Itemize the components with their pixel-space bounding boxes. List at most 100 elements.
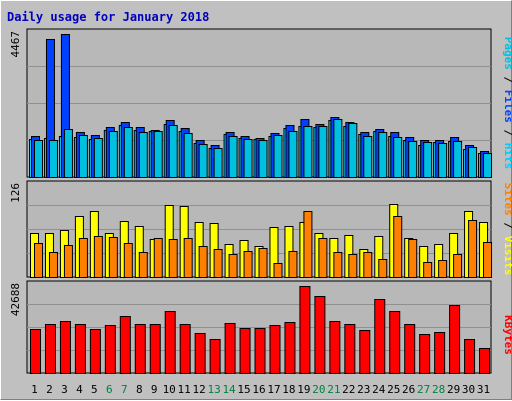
sites-bar xyxy=(198,246,208,278)
kbytes-bar xyxy=(119,316,131,374)
kbytes-bar xyxy=(359,330,371,374)
kbytes-bar xyxy=(179,324,191,374)
pages-bar xyxy=(453,141,463,178)
pages-bar xyxy=(123,127,133,178)
kbytes-bar xyxy=(374,299,386,374)
day-label: 4 xyxy=(76,383,83,396)
day-label: 29 xyxy=(447,383,460,396)
kbytes-bar xyxy=(89,329,101,374)
pages-bar xyxy=(438,143,448,178)
pages-bar xyxy=(78,135,88,178)
day-label: 13 xyxy=(207,383,220,396)
kbytes-bar xyxy=(74,324,86,374)
pages-bar xyxy=(34,140,43,178)
panel-2-max-label: 126 xyxy=(9,183,22,203)
kbytes-bar xyxy=(479,348,491,374)
kbytes-bar xyxy=(209,339,221,374)
pages-bar xyxy=(258,140,268,178)
kbytes-bar xyxy=(224,323,236,374)
sites-bar xyxy=(288,251,298,278)
day-label: 6 xyxy=(106,383,113,396)
sites-bar xyxy=(228,254,238,278)
legend-kbytes: KBytes xyxy=(502,315,512,355)
sites-bar xyxy=(348,254,358,278)
kbytes-bar xyxy=(164,311,176,374)
kbytes-bar xyxy=(284,322,296,374)
kbytes-bar xyxy=(464,339,476,374)
sites-bar xyxy=(438,260,448,278)
sites-bar xyxy=(408,239,418,278)
day-label: 26 xyxy=(402,383,415,396)
day-label: 22 xyxy=(342,383,355,396)
kbytes-bar xyxy=(314,296,326,374)
day-label: 17 xyxy=(267,383,280,396)
pages-bar xyxy=(348,123,358,178)
day-label: 3 xyxy=(61,383,68,396)
legend-sites-visits: Sites / Visits xyxy=(502,183,512,276)
day-label: 11 xyxy=(178,383,191,396)
legend-pages-files-hits: Pages / Files / Hits xyxy=(502,37,512,170)
sites-bar xyxy=(393,216,403,278)
day-label: 21 xyxy=(327,383,340,396)
kbytes-bar xyxy=(59,321,71,374)
sites-bar xyxy=(78,238,88,278)
kbytes-bar xyxy=(269,325,281,374)
day-label: 9 xyxy=(151,383,158,396)
pages-bar xyxy=(423,142,433,178)
kbytes-bar xyxy=(329,321,341,374)
kbytes-bar xyxy=(194,333,206,374)
pages-bar xyxy=(213,148,223,178)
pages-bar xyxy=(243,139,253,178)
sites-bar xyxy=(108,237,118,278)
pages-bar xyxy=(153,131,163,178)
day-label: 28 xyxy=(432,383,445,396)
kbytes-bar xyxy=(254,328,266,374)
day-label: 14 xyxy=(222,383,236,396)
pages-bar xyxy=(468,147,478,178)
kbytes-bar xyxy=(104,325,116,374)
sites-bar xyxy=(423,262,433,278)
day-label: 23 xyxy=(357,383,370,396)
sites-bar xyxy=(273,263,283,278)
sites-bar xyxy=(213,249,223,278)
kbytes-bar xyxy=(404,324,416,374)
sites-bar xyxy=(303,211,313,278)
kbytes-bar xyxy=(434,332,446,374)
kbytes-bar xyxy=(299,286,311,374)
day-label: 15 xyxy=(237,383,250,396)
day-label: 19 xyxy=(297,383,310,396)
pages-bar xyxy=(378,132,388,178)
kbytes-bar xyxy=(149,324,161,374)
sites-bar xyxy=(153,238,163,278)
kbytes-bar xyxy=(389,311,401,374)
pages-bar xyxy=(108,131,118,178)
pages-bar xyxy=(183,133,193,178)
sites-bar xyxy=(63,245,73,278)
sites-bar xyxy=(93,236,103,278)
sites-bar xyxy=(333,252,343,278)
day-label: 27 xyxy=(417,383,430,396)
kbytes-bar xyxy=(30,329,41,374)
sites-bar xyxy=(138,252,148,278)
kbytes-bar xyxy=(44,324,56,374)
pages-bar xyxy=(393,137,403,178)
day-label: 16 xyxy=(252,383,265,396)
day-label: 1 xyxy=(31,383,38,396)
sites-bar xyxy=(243,251,253,278)
sites-bar xyxy=(183,238,193,278)
pages-bar xyxy=(288,131,298,178)
pages-bar xyxy=(63,129,73,178)
pages-bar xyxy=(138,132,148,178)
kbytes-bar xyxy=(419,334,431,374)
day-label: 30 xyxy=(462,383,475,396)
kbytes-bar xyxy=(449,305,461,374)
pages-bar xyxy=(303,126,313,178)
sites-bar xyxy=(468,220,478,278)
day-label: 18 xyxy=(282,383,295,396)
day-label: 2 xyxy=(46,383,53,396)
kbytes-bar xyxy=(239,328,251,374)
panel-1-max-label: 4467 xyxy=(9,31,22,58)
day-label: 31 xyxy=(477,383,490,396)
